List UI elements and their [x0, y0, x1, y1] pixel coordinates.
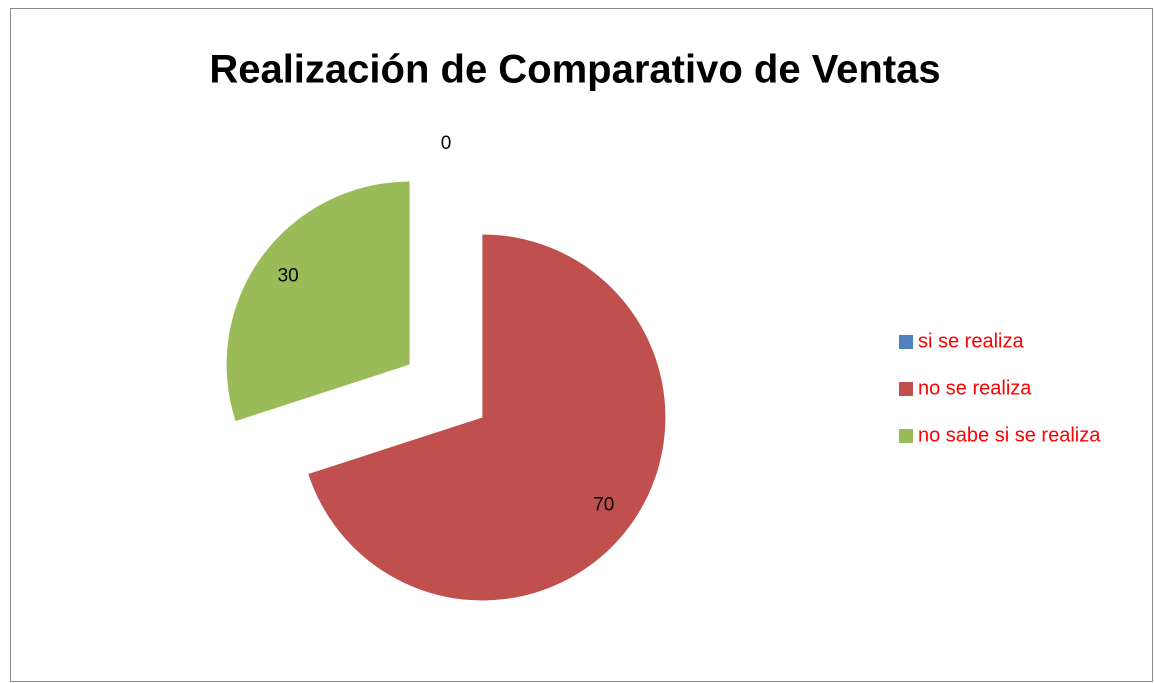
data-label: 30: [278, 265, 299, 286]
chart-title: Realización de Comparativo de Ventas: [209, 48, 940, 92]
legend-label: no sabe si se realiza: [918, 424, 1101, 446]
legend-swatch: [899, 382, 913, 396]
pie-slice: [308, 234, 666, 601]
legend-swatch: [899, 429, 913, 443]
legend-label: si se realiza: [918, 330, 1024, 352]
data-label: 0: [441, 133, 452, 154]
pie-slice: [226, 181, 410, 422]
legend-label: no se realiza: [918, 377, 1032, 399]
legend-swatch: [899, 335, 913, 349]
data-label: 70: [593, 495, 614, 516]
